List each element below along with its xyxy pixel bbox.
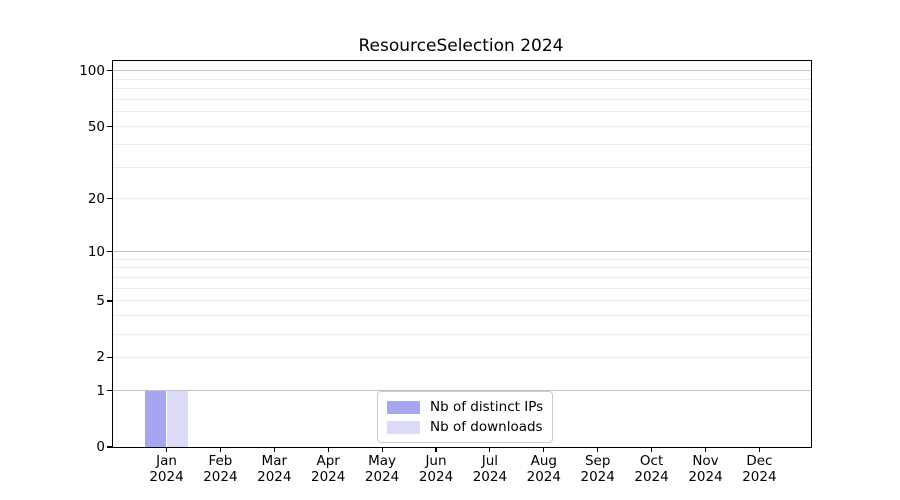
x-tick-label: Mar 2024 [242,453,306,485]
major-gridline [113,251,811,253]
x-tick-year: 2024 [688,469,723,485]
x-tick-year: 2024 [311,469,346,485]
minor-gridline [113,267,811,269]
chart-title: ResourceSelection 2024 [358,36,564,56]
x-tick-year: 2024 [634,469,669,485]
x-tick-month: Nov [692,453,719,469]
minor-gridline [113,315,811,317]
x-tick-year: 2024 [580,469,615,485]
x-tick-label: Dec 2024 [727,453,791,485]
x-tick-mark [597,447,599,452]
x-tick-month: Jul [481,453,499,469]
y-tick-label: 0 [96,439,105,455]
x-tick-mark [327,447,329,452]
x-tick-year: 2024 [472,469,508,485]
minor-gridline [113,300,811,302]
minor-gridline [113,126,811,128]
y-tick-label: 5 [96,292,105,309]
x-tick-label: Jul 2024 [458,453,522,485]
y-tick-mark [107,70,113,72]
y-tick-mark [107,125,113,128]
y-tick-label: 1 [96,382,105,399]
y-tick-label: 20 [87,190,105,207]
x-tick-mark [543,447,545,452]
minor-gridline [113,166,811,168]
x-tick-month: Mar [261,453,288,469]
minor-gridline [113,78,811,80]
x-tick-year: 2024 [742,469,777,485]
major-gridline [113,390,811,391]
minor-gridline [113,99,811,101]
major-gridline [113,70,811,72]
x-tick-month: Jan [156,453,177,469]
x-tick-month: Apr [316,453,340,469]
x-tick-month: Dec [746,453,773,469]
x-tick-year: 2024 [203,469,238,485]
legend-label: Nb of downloads [430,419,543,435]
x-tick-label: Oct 2024 [620,453,684,485]
legend-row: Nb of downloads [387,417,543,437]
bar-downloads-jan [166,390,189,447]
y-tick-label: 2 [96,349,105,366]
legend-swatch-downloads [387,420,420,434]
legend: Nb of distinct IPs Nb of downloads [377,391,554,443]
x-tick-month: Jun [425,453,447,469]
x-tick-label: Jan 2024 [135,453,199,485]
x-tick-year: 2024 [364,469,400,485]
x-tick-label: Sep 2024 [566,453,630,485]
x-tick-label: Aug 2024 [512,453,576,485]
y-tick-mark [107,250,113,253]
legend-swatch-distinct-ips [387,400,420,414]
minor-gridline [113,333,811,335]
x-tick-year: 2024 [418,469,454,485]
x-tick-mark [704,447,707,452]
y-tick-mark [107,356,113,359]
minor-gridline [113,356,811,358]
x-tick-label: Nov 2024 [674,453,738,485]
minor-gridline [113,198,811,200]
x-tick-year: 2024 [526,469,561,485]
y-tick-mark [107,446,113,448]
legend-row: Nb of distinct IPs [387,397,543,417]
legend-label: Nb of distinct IPs [430,399,544,415]
x-tick-label: Apr 2024 [296,453,360,485]
x-tick-label: May 2024 [350,453,414,485]
x-tick-mark [381,447,383,452]
x-tick-month: May [368,453,397,469]
y-tick-mark [107,300,113,302]
x-tick-mark [651,447,653,452]
x-tick-month: Aug [530,453,557,469]
x-tick-month: Oct [639,453,664,469]
x-tick-month: Feb [208,453,233,469]
x-tick-mark [489,447,491,452]
minor-gridline [113,287,811,289]
minor-gridline [113,258,811,260]
x-tick-mark [435,447,437,452]
minor-gridline [113,88,811,90]
x-tick-mark [758,447,760,452]
plot-area: 0 1 2 5 10 20 50 100 Jan 2024 Feb 2024 Mar 2024 Apr 202… [79,60,812,485]
y-tick-label: 10 [87,243,105,260]
y-tick-mark [107,198,113,200]
x-tick-month: Sep [584,453,611,469]
x-tick-mark [165,447,168,452]
bar-distinct-ips-jan [144,390,167,447]
x-tick-label: Jun 2024 [404,453,468,485]
x-tick-year: 2024 [257,469,292,485]
minor-gridline [113,143,811,145]
y-tick-mark [107,389,113,392]
x-tick-mark [219,447,221,452]
x-tick-year: 2024 [149,469,184,485]
minor-gridline [113,277,811,279]
x-tick-label: Feb 2024 [188,453,252,485]
x-tick-mark [273,447,275,452]
y-tick-label: 50 [87,118,105,135]
y-tick-label: 100 [79,62,105,79]
minor-gridline [113,111,811,113]
